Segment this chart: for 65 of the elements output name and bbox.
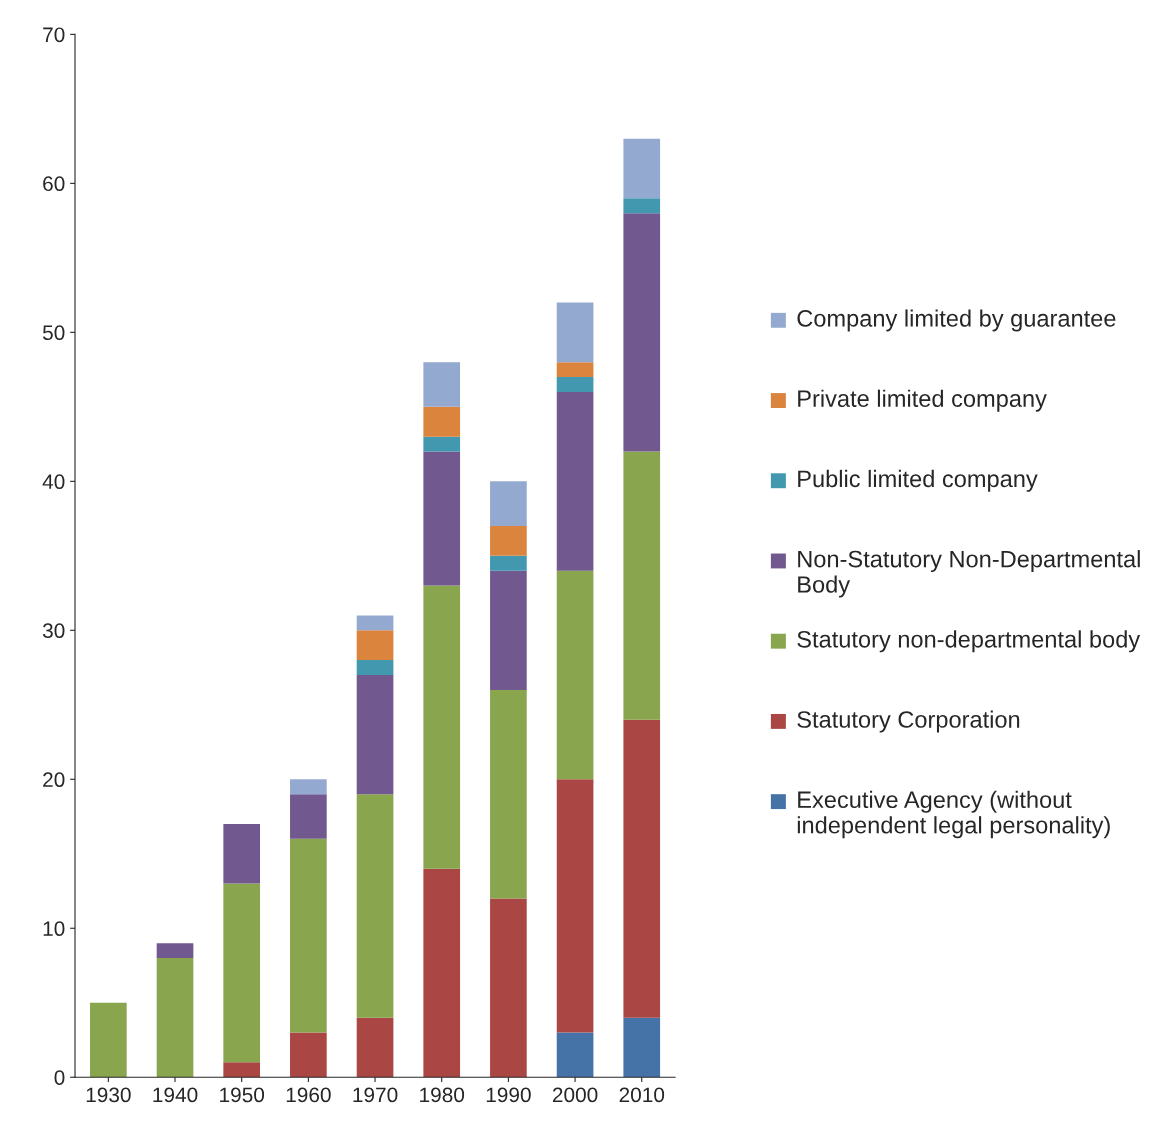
y-tick-label: 20 [43,772,65,788]
x-tick-label: 1990 [486,1087,531,1103]
bar [223,883,261,1063]
legend-label: Company limited by guarantee [797,309,1116,332]
y-tick-label: 0 [54,1070,65,1085]
legend-label: Private limited company [798,389,1047,412]
bar [490,526,527,556]
bar [623,213,661,452]
bar [156,943,194,959]
bar [90,1002,127,1078]
bar [423,585,461,869]
bar [556,779,594,1033]
bar [356,1017,394,1078]
bar [623,138,661,199]
x-tick-label: 2010 [619,1087,665,1103]
bar [356,630,394,661]
bar [423,436,461,452]
y-tick-label: 30 [42,623,65,639]
bar [556,377,594,392]
legend-label: Statutory Corporation [797,710,1020,733]
bar [290,779,327,795]
bar [423,362,461,407]
bar [423,451,461,586]
bar [556,391,594,571]
bar [156,958,194,1078]
bar [623,451,661,720]
bar [290,838,327,1033]
bar [556,302,594,363]
legend-label: Executive Agency (without independent legal personality) [797,790,1110,839]
bar [356,660,394,675]
y-tick-label: 10 [43,921,65,937]
bar [623,1017,661,1078]
x-tick-label: 1960 [286,1087,331,1103]
bar [223,1062,261,1078]
bar [423,406,461,437]
y-tick-label: 70 [43,27,65,43]
y-tick-label: 50 [42,325,65,341]
x-tick-label: 1930 [86,1087,131,1103]
bar [556,570,594,780]
x-tick-label: 1940 [153,1087,198,1103]
bar [490,689,527,899]
legend-label: Statutory non-departmental body [797,630,1141,653]
bar [423,868,461,1078]
bar [623,719,661,1018]
bar [290,794,327,839]
bar [356,794,394,1018]
bar [556,1032,594,1078]
x-tick-label: 1980 [420,1087,465,1103]
bar [490,898,527,1078]
legend-label: Public limited company [798,469,1038,492]
bar [490,555,527,571]
y-tick-label: 60 [43,176,65,192]
y-tick-label: 40 [42,474,65,490]
legend-label: Non-Statutory Non-Departmental Body [798,550,1140,598]
x-tick-label: 2000 [552,1087,598,1103]
x-tick-label: 1950 [220,1087,265,1103]
bar [223,823,261,884]
bar [490,570,527,690]
bar [290,1032,327,1078]
bar [623,198,661,214]
x-tick-label: 1970 [353,1087,398,1103]
bar [356,674,394,795]
bar [490,481,527,527]
bar [356,615,394,631]
bar [556,362,594,378]
